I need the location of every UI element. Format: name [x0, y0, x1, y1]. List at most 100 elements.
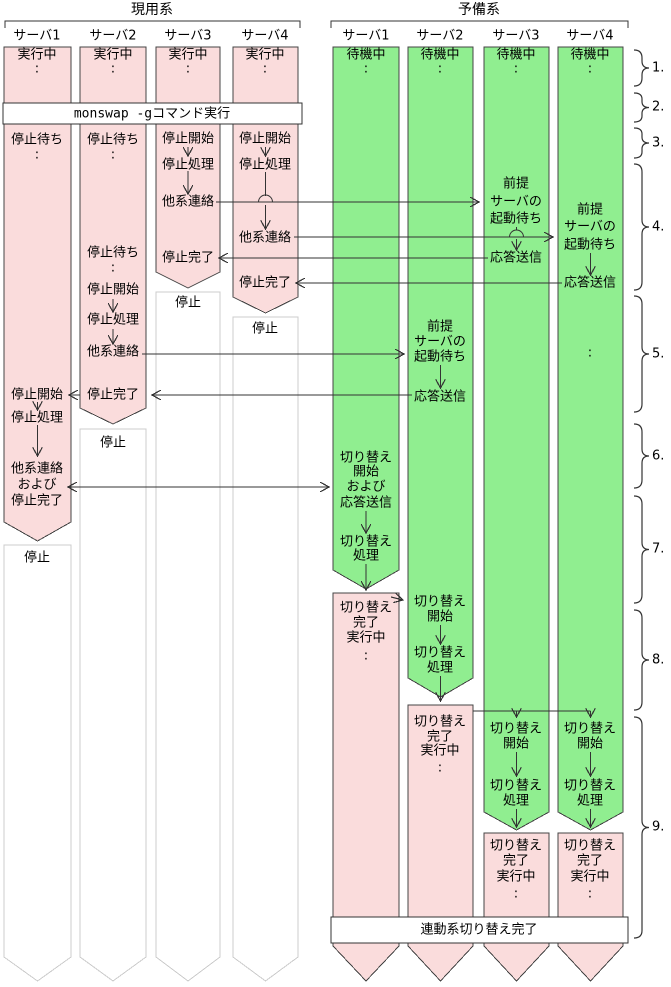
s2-running: 実行中: [420, 743, 460, 759]
final-complete-band-label: 連動系切り替え完了: [420, 922, 538, 938]
standby-server4-banner: [557, 46, 624, 831]
s2-switch-done-l1: 切り替え: [413, 714, 467, 730]
s3-premise-l3: 起動待ち: [489, 211, 543, 227]
a1-dots-1: :: [34, 61, 40, 77]
a2-stop-complete: 停止完了: [86, 387, 140, 403]
a4-dots-1: :: [262, 61, 268, 77]
active-server1-banner: [3, 46, 72, 542]
a4-stopped: 停止: [251, 321, 279, 337]
active-group-bracket: [4, 20, 301, 28]
s2-dots-1: :: [437, 61, 443, 77]
s4-dots-2: :: [587, 345, 593, 361]
hop-arc-s3: [509, 229, 524, 238]
a4-stop-start: 停止開始: [238, 131, 292, 147]
active-server3-header: サーバ3: [164, 28, 212, 44]
brace-step-5: [633, 295, 650, 413]
s1-standby-wait: 待機中: [346, 47, 386, 63]
s1-switch-done-l1: 切り替え: [339, 600, 393, 616]
standby-server4-header: サーバ4: [566, 28, 614, 44]
a3-notify: 他系連絡: [161, 194, 215, 210]
a2-stopped: 停止: [99, 435, 127, 451]
a1-stop-waiting: 停止待ち: [10, 132, 64, 148]
s4-switch-start-l1: 切り替え: [563, 721, 617, 737]
s3-switch-start-l1: 切り替え: [489, 721, 543, 737]
arrow-s1done-to-s2start: [390, 597, 403, 600]
step-number-1: 1.: [652, 60, 665, 76]
s4-switch-done-l2: 完了: [576, 853, 604, 869]
a3-stop-start: 停止開始: [161, 131, 215, 147]
s3-standby-wait: 待機中: [496, 47, 536, 63]
a4-notify: 他系連絡: [238, 230, 292, 246]
a1-dots-2: :: [34, 147, 40, 163]
a3-stopped: 停止: [174, 295, 202, 311]
s4-dots-1: :: [587, 61, 593, 77]
s1-running: 実行中: [346, 630, 386, 646]
s4-switch-proc-l2: 処理: [576, 793, 604, 809]
s1-dots-1: :: [363, 61, 369, 77]
hop-arc-a4: [258, 194, 273, 203]
active-server1-stopped-banner: [3, 544, 72, 982]
active-server2-stopped-banner: [79, 428, 147, 982]
s1-switch-start-l2: 開始: [352, 464, 380, 480]
standby-server3-banner: [483, 46, 550, 831]
standby-group-title: 予備系: [458, 2, 500, 18]
a2-dots-1: :: [110, 61, 116, 77]
brace-step-8: [633, 609, 650, 711]
s2-premise-l1: 前提: [426, 319, 454, 335]
s1-dots-2: :: [363, 648, 369, 664]
s2-switch-proc-l2: 処理: [426, 660, 454, 676]
active-server4-stopped-banner: [232, 316, 299, 982]
s2-switch-proc-l1: 切り替え: [413, 645, 467, 661]
s3-switch-start-l2: 開始: [502, 736, 530, 752]
s4-switch-start-l2: 開始: [576, 736, 604, 752]
s4-switch-proc-l1: 切り替え: [563, 778, 617, 794]
a3-dots-1: :: [185, 61, 191, 77]
s3-switch-done-l2: 完了: [502, 853, 530, 869]
brace-step-1: [633, 49, 650, 87]
a1-stopped: 停止: [23, 550, 51, 566]
s2-switch-start-l2: 開始: [426, 609, 454, 625]
s2-premise-l2: サーバの: [414, 334, 466, 350]
a1-notify: 他系連絡: [10, 461, 64, 477]
s2-switch-start-l1: 切り替え: [413, 594, 467, 610]
s2-dots-2: :: [437, 760, 443, 776]
a1-stop-start: 停止開始: [10, 387, 64, 403]
a4-stop-processing: 停止処理: [238, 157, 292, 173]
active-server2-header: サーバ2: [89, 28, 137, 44]
a2-running: 実行中: [93, 47, 133, 63]
s3-switch-proc-l2: 処理: [502, 793, 530, 809]
a3-stop-complete: 停止完了: [161, 250, 215, 266]
active-server4-header: サーバ4: [241, 28, 289, 44]
brace-step-7: [633, 495, 650, 604]
a1-stop-complete: 停止完了: [10, 493, 64, 509]
a3-stop-processing: 停止処理: [161, 157, 215, 173]
s3-switch-done-l1: 切り替え: [489, 838, 543, 854]
s1-switch-proc-l2: 処理: [352, 548, 380, 564]
s3-dots-2: :: [513, 886, 519, 902]
standby-server1-header: サーバ1: [342, 28, 390, 44]
s2-switch-done-l2: 完了: [426, 729, 454, 745]
s4-dots-3: :: [587, 886, 593, 902]
a2-stop-processing: 停止処理: [86, 312, 140, 328]
active-server1-header: サーバ1: [13, 28, 61, 44]
a3-running: 実行中: [168, 47, 208, 63]
step-number-7: 7.: [652, 541, 665, 557]
a2-dots-2: :: [110, 147, 116, 163]
monswap-band: [2, 102, 303, 125]
s1-switch-start-l1: 切り替え: [339, 450, 393, 466]
standby-server1-running-banner: [332, 592, 400, 982]
s2-premise-l3: 起動待ち: [413, 349, 467, 365]
s3-premise-l1: 前提: [502, 176, 530, 192]
s1-switch-done-l2: 完了: [352, 615, 380, 631]
brace-step-3: [633, 127, 650, 159]
s3-premise-l2: サーバの: [490, 194, 542, 210]
s3-response-send: 応答送信: [489, 250, 543, 266]
a2-stop-waiting-2: 停止待ち: [86, 245, 140, 261]
standby-server2-running-banner: [407, 704, 474, 982]
s2-response-send: 応答送信: [413, 389, 467, 405]
brace-step-4: [633, 163, 650, 291]
s4-premise-l1: 前提: [576, 202, 604, 218]
s3-running: 実行中: [496, 869, 536, 885]
standby-group-bracket: [330, 20, 629, 28]
